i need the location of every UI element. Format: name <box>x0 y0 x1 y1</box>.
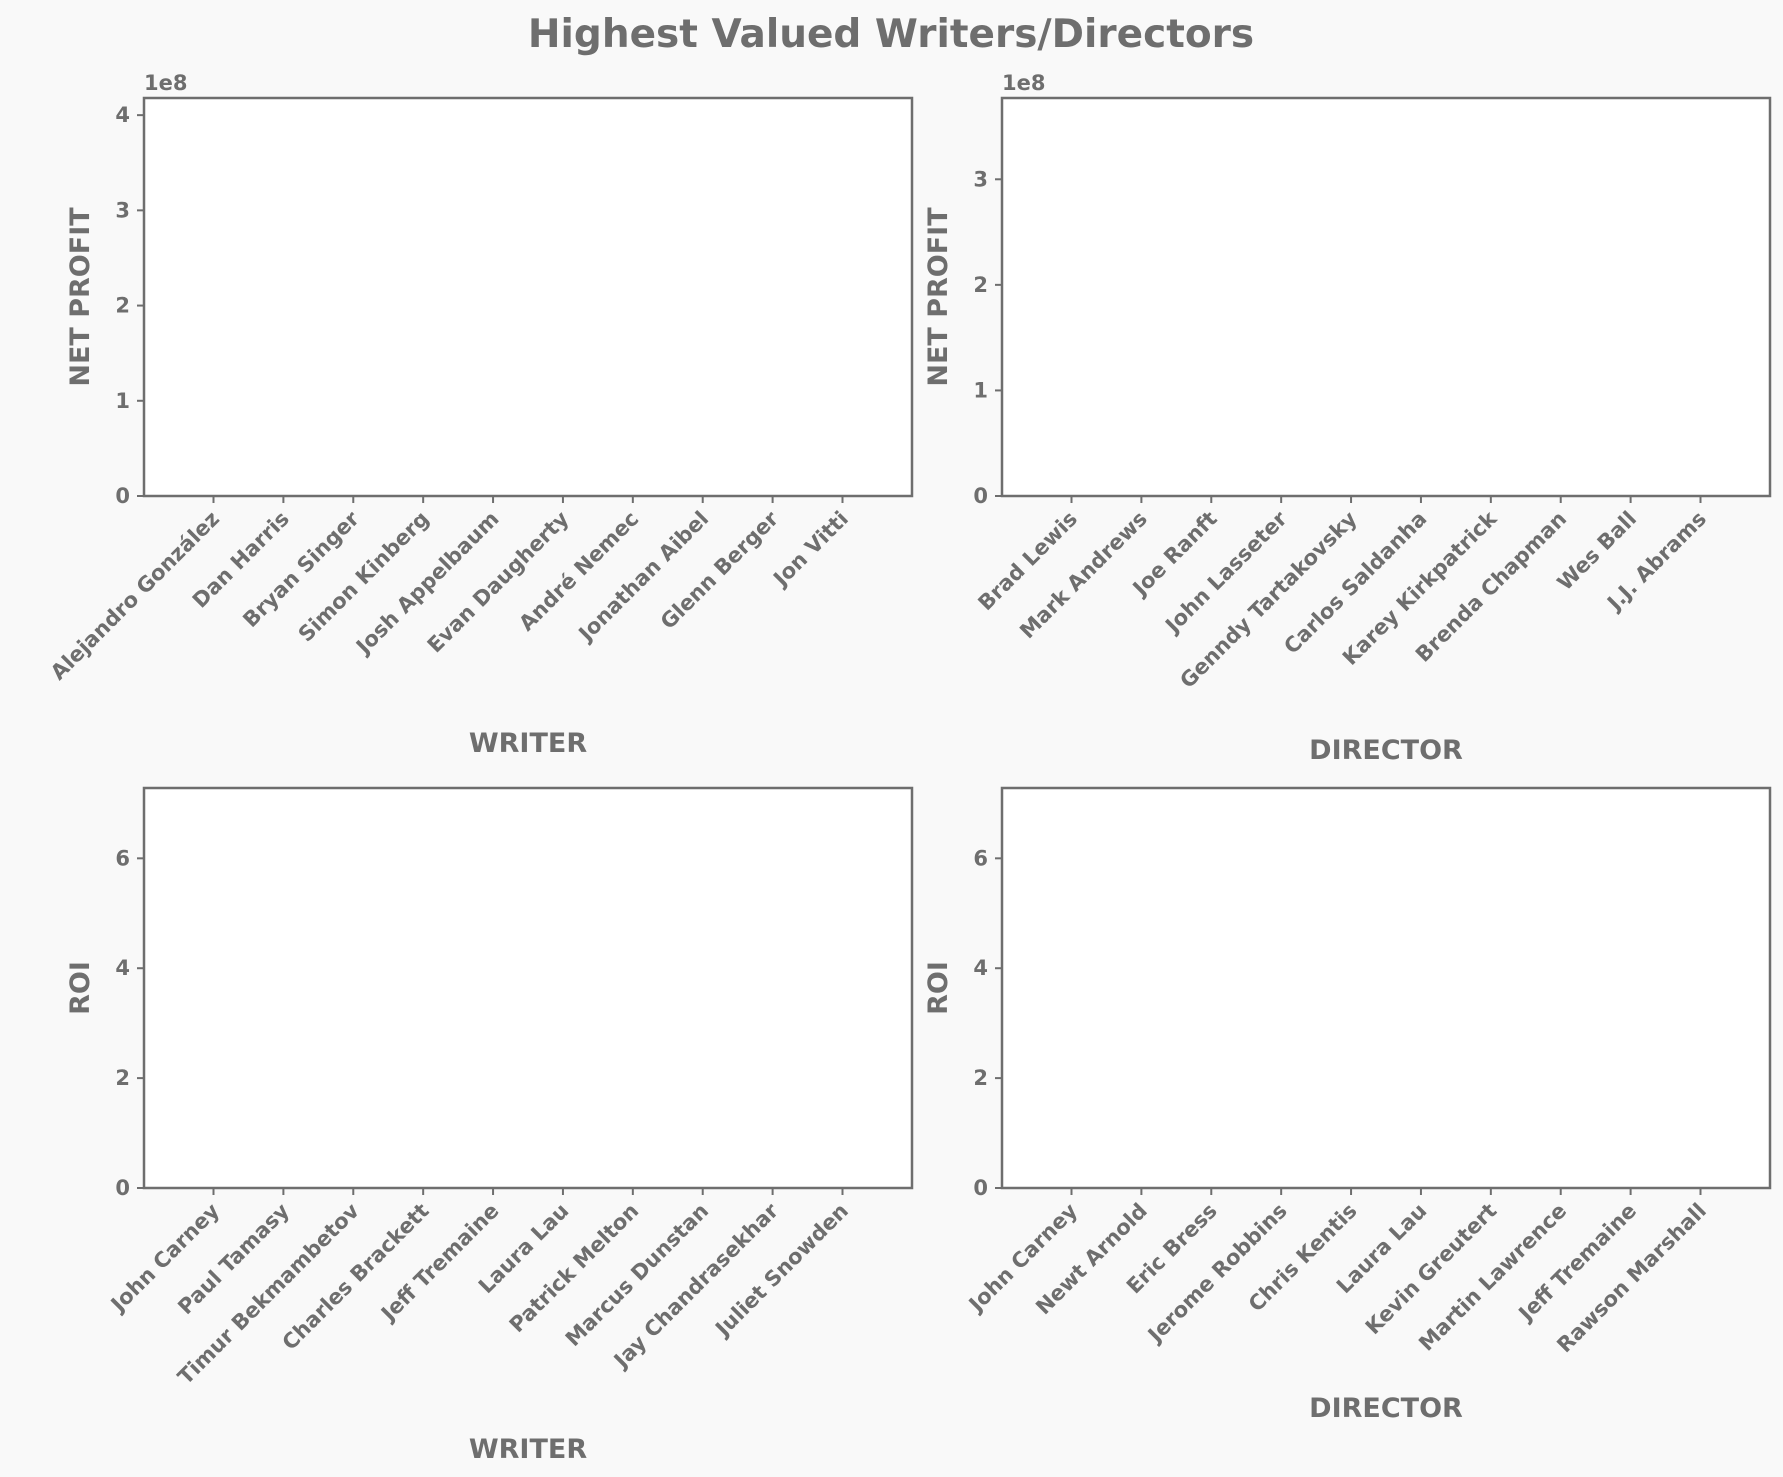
y-axis-label: ROI <box>65 961 96 1015</box>
y-tick-label: 3 <box>115 198 130 222</box>
y-tick-label: 4 <box>973 956 988 980</box>
x-axis-label: DIRECTOR <box>1309 1393 1463 1424</box>
y-tick-label: 2 <box>973 273 988 297</box>
y-tick-label: 6 <box>115 846 130 870</box>
y-tick-label: 4 <box>115 956 130 980</box>
y-tick-label: 2 <box>115 294 130 318</box>
y-tick-label: 6 <box>973 846 988 870</box>
y-tick-label: 2 <box>115 1066 130 1090</box>
y-tick-label: 0 <box>973 484 988 508</box>
x-axis-label: DIRECTOR <box>1309 735 1463 766</box>
y-tick-label: 1 <box>115 389 130 413</box>
y-tick-label: 1 <box>973 378 988 402</box>
y-tick-label: 4 <box>115 103 130 127</box>
y-tick-label: 0 <box>973 1176 988 1200</box>
y-offset-label: 1e8 <box>1002 71 1045 95</box>
plot-frame <box>1000 96 1772 498</box>
y-tick-label: 0 <box>115 1176 130 1200</box>
figure-title: Highest Valued Writers/Directors <box>528 12 1254 57</box>
plot-frame <box>142 96 914 498</box>
plot-frame <box>142 786 914 1190</box>
y-tick-label: 2 <box>973 1066 988 1090</box>
x-axis-label: WRITER <box>469 1434 587 1465</box>
y-axis-label: ROI <box>923 961 954 1015</box>
x-axis-label: WRITER <box>469 728 587 759</box>
y-tick-label: 3 <box>973 167 988 191</box>
y-axis-label: NET PROFIT <box>923 207 954 387</box>
y-axis-label: NET PROFIT <box>65 207 96 387</box>
y-tick-label: 0 <box>115 484 130 508</box>
plot-frame <box>1000 786 1772 1190</box>
y-offset-label: 1e8 <box>144 71 187 95</box>
